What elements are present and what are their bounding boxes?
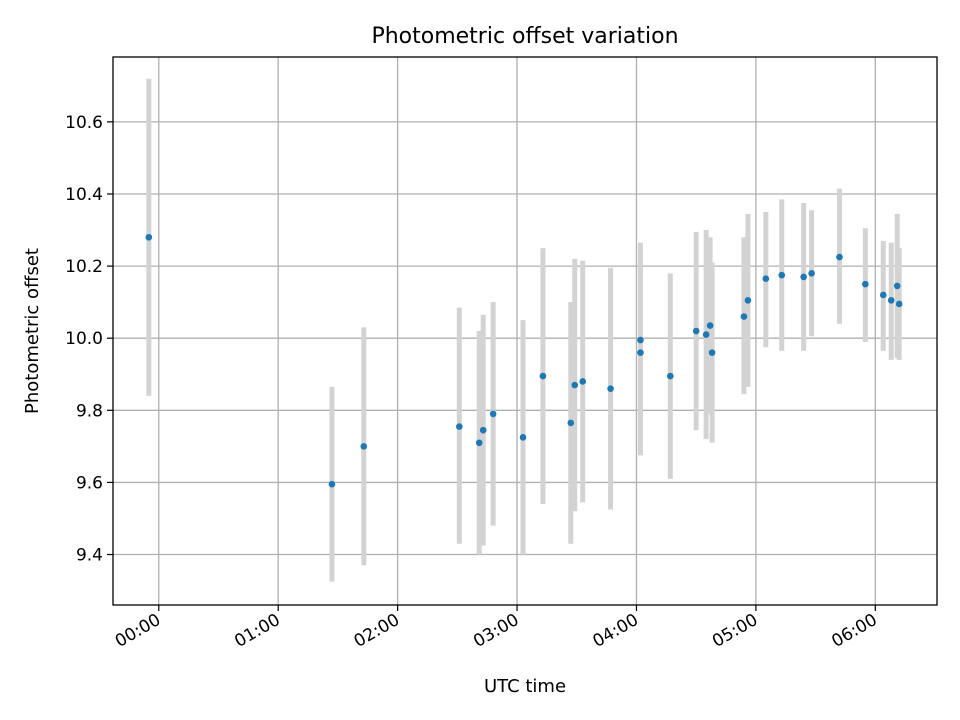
data-point bbox=[667, 373, 674, 380]
y-tick-label: 10.0 bbox=[65, 329, 103, 349]
data-point bbox=[880, 292, 887, 299]
data-point bbox=[741, 313, 748, 320]
data-point bbox=[707, 322, 714, 329]
data-point bbox=[579, 378, 586, 385]
y-tick-label: 9.6 bbox=[76, 473, 103, 493]
data-point bbox=[637, 337, 644, 344]
data-point bbox=[607, 385, 614, 392]
data-point bbox=[896, 301, 903, 308]
data-point bbox=[709, 349, 716, 356]
data-point bbox=[862, 281, 869, 288]
data-point bbox=[490, 411, 497, 418]
data-point bbox=[360, 443, 367, 450]
data-point bbox=[476, 439, 483, 446]
data-point bbox=[480, 427, 487, 434]
y-tick-label: 10.4 bbox=[65, 185, 103, 205]
data-point bbox=[778, 272, 785, 279]
data-point bbox=[146, 234, 153, 241]
data-point bbox=[703, 331, 710, 338]
data-point bbox=[888, 297, 895, 304]
data-point bbox=[693, 328, 700, 335]
data-point bbox=[329, 481, 336, 488]
x-axis-label: UTC time bbox=[484, 676, 566, 697]
data-point bbox=[520, 434, 527, 441]
data-point bbox=[571, 382, 578, 389]
data-point bbox=[894, 283, 901, 290]
chart-title: Photometric offset variation bbox=[371, 24, 678, 49]
y-tick-label: 9.4 bbox=[76, 546, 103, 566]
data-point bbox=[745, 297, 752, 304]
data-point bbox=[567, 420, 574, 427]
y-tick-label: 10.2 bbox=[65, 257, 103, 277]
data-point bbox=[808, 270, 815, 277]
chart: 00:00 01:00 02:00 03:00 04:00 05:00 06:009.49.… bbox=[0, 0, 960, 720]
y-tick-label: 9.8 bbox=[76, 401, 103, 421]
data-point bbox=[540, 373, 547, 380]
data-point bbox=[836, 254, 843, 261]
data-point bbox=[800, 274, 807, 281]
data-point bbox=[637, 349, 644, 356]
data-point bbox=[763, 275, 770, 282]
y-axis-label: Photometric offset bbox=[22, 248, 43, 414]
data-point bbox=[456, 423, 463, 430]
y-tick-label: 10.6 bbox=[65, 113, 103, 133]
